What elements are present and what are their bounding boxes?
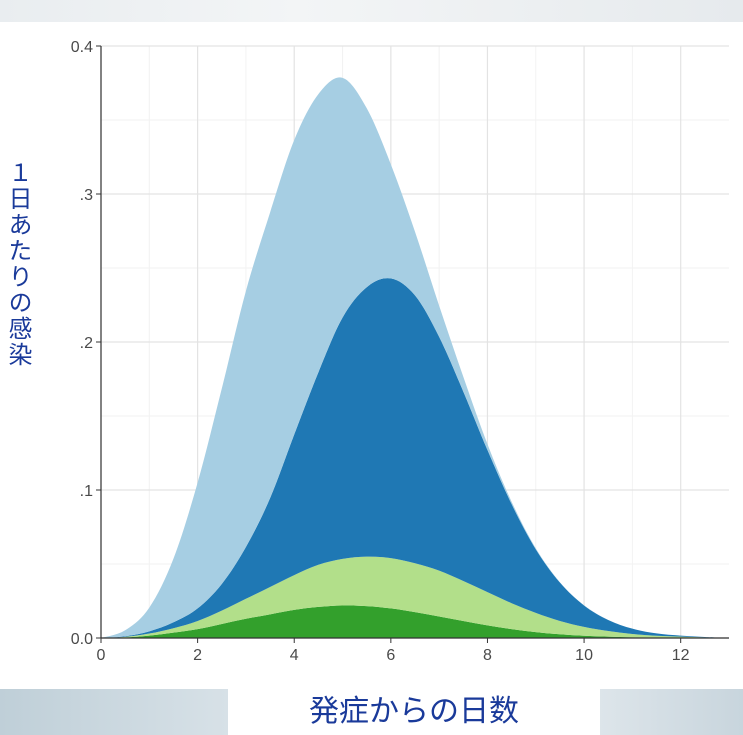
x-tick-label: 10 [575,647,593,664]
axes-group [96,45,729,643]
x-tick-label: 2 [193,647,202,664]
area-series-2 [101,556,729,638]
stacked-area-chart: 0 2 4 6 8 10 12 0.0 .1 .2 .3 0.4 [71,39,729,664]
bottom-left-background-strip [0,689,228,735]
area-series-4 [101,77,729,639]
area-series-1 [101,605,729,638]
y-tick-label: .1 [80,483,93,500]
bottom-right-background-strip [600,689,743,735]
y-tick-label: 0.0 [71,631,93,648]
y-tick-label: 0.4 [71,39,93,56]
area-series-3 [101,278,729,638]
top-background-strip [0,0,743,22]
y-tick-label: .2 [80,335,93,352]
x-tick-label: 4 [290,647,299,664]
x-tick-label: 6 [386,647,395,664]
x-tick-label: 12 [672,647,690,664]
tick-labels-group: 0 2 4 6 8 10 12 0.0 .1 .2 .3 0.4 [71,39,690,664]
y-tick-label: .3 [80,187,93,204]
y-axis-title: １日あたりの感染 [4,160,32,368]
x-axis-title: 発症からの日数 [228,688,600,735]
area-series-group [101,77,729,639]
x-tick-label: 0 [97,647,106,664]
x-tick-label: 8 [483,647,492,664]
